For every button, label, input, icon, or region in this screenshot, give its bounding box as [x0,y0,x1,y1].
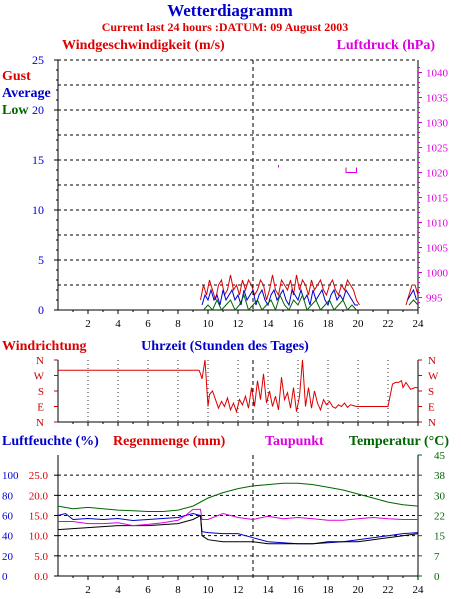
wind-x-tick-label: 6 [145,318,151,330]
pressure-y-tick-label: 1030 [426,118,449,130]
series-luftdruck [345,167,357,173]
wind-x-tick-label: 24 [413,318,425,330]
wind-x-tick-label: 16 [293,318,305,330]
direction-y2-tick-label: E [428,402,435,414]
time-axis-label: Uhrzeit (Stunden des Tages) [141,339,309,354]
humidity-title: Luftfeuchte (%) [2,434,99,449]
wind-x-tick-label: 22 [383,318,394,330]
humidity-x-tick-label: 24 [413,584,425,596]
legend-low: Low [2,103,29,118]
series-average [201,288,358,307]
series-average [407,288,417,301]
rain-title: Regenmenge (mm) [113,434,226,449]
rain-y-tick-label: 5.0 [34,551,48,563]
series-low [203,293,357,312]
humidity-y-tick-label: 0 [2,571,8,583]
pressure-title: Luftdruck (hPa) [337,38,436,53]
wind-x-tick-label: 18 [323,318,335,330]
temperature-y-tick-label: 15 [434,531,446,543]
direction-y2-tick-label: N [428,417,436,429]
wind-title: Windgeschwindigkeit (m/s) [62,38,225,53]
series-temperatur [57,482,419,512]
humidity-x-tick-label: 22 [383,584,394,596]
direction-y-tick-label: W [34,371,45,383]
wind-x-tick-label: 14 [263,318,275,330]
temperature-y-tick-label: 0 [434,571,440,583]
chart-title: Wetterdiagramm [167,1,293,20]
temperature-y-tick-label: 22 [434,511,445,523]
rain-y-tick-label: 20.0 [29,490,49,502]
humidity-y-tick-label: 80 [2,490,14,502]
wind-x-tick-label: 8 [175,318,181,330]
direction-title: Windrichtung [2,339,87,354]
temperature-title: Temperatur (°C) [349,434,449,449]
rain-y-tick-label: 10.0 [29,531,49,543]
wind-y-tick-label: 20 [32,103,44,117]
pressure-y-tick-label: 1005 [426,243,449,255]
humidity-x-tick-label: 8 [175,584,181,596]
direction-plot: N NW WS SE EN N [34,355,439,429]
series-windrichtung [58,359,418,414]
rain-y-tick-label: 15.0 [29,511,49,523]
series-regenmenge [57,514,419,545]
rain-y-tick-label: 0.0 [34,571,48,583]
legend-average: Average [2,86,51,101]
direction-y2-tick-label: S [428,386,434,398]
humidity-x-tick-label: 4 [115,584,121,596]
wind-x-tick-label: 2 [85,318,91,330]
humidity-x-tick-label: 14 [263,584,275,596]
direction-y2-tick-label: W [428,371,439,383]
humidity-x-tick-label: 12 [233,584,244,596]
humidity-x-tick-label: 16 [293,584,305,596]
pressure-y-tick-label: 1040 [426,68,449,80]
dewpoint-title: Taupunkt [265,434,324,449]
direction-y-tick-label: N [36,355,44,367]
humidity-x-tick-label: 18 [323,584,335,596]
pressure-y-tick-label: 995 [426,293,443,305]
temperature-y-tick-label: 38 [434,470,446,482]
temperature-y-tick-label: 45 [434,450,446,462]
humidity-x-tick-label: 2 [85,584,91,596]
direction-y2-tick-label: N [428,355,436,367]
humidity-x-tick-label: 6 [145,584,151,596]
direction-y-tick-label: N [36,417,44,429]
humidity-y-tick-label: 20 [2,551,14,563]
wind-x-tick-label: 20 [353,318,365,330]
wind-x-tick-label: 12 [233,318,244,330]
temperature-y-tick-label: 30 [434,490,446,502]
series-luftfeuchte [57,512,419,545]
rain-y-tick-label: 25.0 [29,470,49,482]
wind-x-tick-label: 10 [203,318,215,330]
wind-y-tick-label: 0 [38,303,44,317]
humidity-x-tick-label: 20 [353,584,365,596]
humidity-y-tick-label: 100 [2,470,19,482]
pressure-y-tick-label: 1010 [426,218,449,230]
wind-y-tick-label: 25 [32,53,44,67]
humidity-plot: 2 4 6 8 10 12 14 16 18 20 22 240 0.020 5.040 10.060 15.… [2,450,446,596]
series-low [408,299,419,306]
pressure-y-tick-label: 1025 [426,143,449,155]
legend-gust: Gust [2,69,31,84]
humidity-x-tick-label: 10 [203,584,215,596]
direction-y-tick-label: E [37,402,44,414]
series-taupunkt [58,508,418,527]
wind-x-tick-label: 4 [115,318,121,330]
pressure-y-tick-label: 1000 [426,268,449,280]
pressure-y-tick-label: 1015 [426,193,449,205]
humidity-y-tick-label: 60 [2,511,14,523]
wind-y-tick-label: 5 [38,253,44,267]
temperature-y-tick-label: 7 [434,551,440,563]
chart-subtitle: Current last 24 hours :DATUM: 09 August … [102,20,349,34]
wind-y-tick-label: 15 [32,153,44,167]
wind-y-tick-label: 10 [32,203,44,217]
series-gust [200,274,360,306]
humidity-y-tick-label: 40 [2,531,14,543]
pressure-y-tick-label: 1020 [426,168,449,180]
direction-y-tick-label: S [38,386,44,398]
pressure-y-tick-label: 1035 [426,93,449,105]
wind-plot: 2 4 6 8 10 12 14 16 18 20 22 2405101520259951000100… [32,53,449,330]
